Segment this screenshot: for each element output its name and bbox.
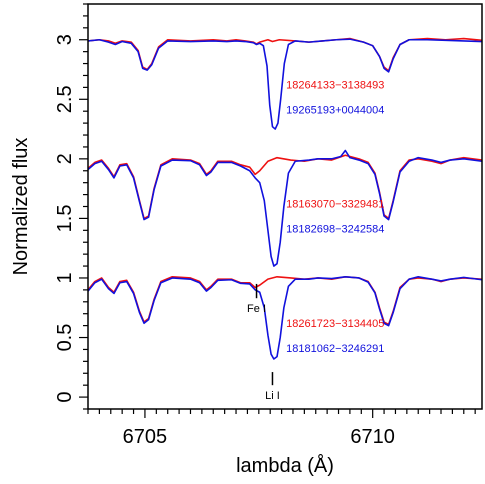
line-mark-label-Li-I: Li I [265,390,280,402]
y-tick-label: 3 [54,34,76,45]
y-tick-label: 0.5 [54,324,76,352]
y-tick-label: 0 [54,392,76,403]
series-label-18261723−3134405: 18261723−3134405 [286,318,384,330]
y-tick-label: 2 [54,153,76,164]
axis-layer: 6705 6710 0 0.5 1 1.5 2 2.5 3 [54,3,476,448]
y-tick-label: 2.5 [54,85,76,113]
line-mark-label-Fe-I: Fe I [247,303,266,315]
plot-frame [87,3,483,410]
series-label-18182698−3242584: 18182698−3242584 [286,224,384,236]
spectrum-line-18181062−3246291 [87,275,483,360]
x-tick-label: 6710 [350,426,395,448]
spectrum-line-18264133−3138493 [87,37,483,72]
y-axis-title: Normalized flux [10,138,32,276]
series-layer [87,37,483,360]
series-label-18264133−3138493: 18264133−3138493 [286,80,384,92]
y-tick-label: 1 [54,272,76,283]
spectrum-line-19265193+0044004 [87,38,483,130]
x-axis-title: lambda (Å) [236,454,334,477]
series-label-19265193+0044004: 19265193+0044004 [286,105,384,117]
series-label-18163070−3329481: 18163070−3329481 [286,199,384,211]
y-tick-label: 1.5 [54,205,76,233]
series-label-18181062−3246291: 18181062−3246291 [286,343,384,355]
spectrum-line-18163070−3329481 [87,154,483,220]
x-tick-label: 6705 [123,426,168,448]
spectrum-line-18182698−3242584 [87,149,483,267]
annotation-layer: 18264133−3138493 19265193+0044004 18163070… [247,80,384,403]
